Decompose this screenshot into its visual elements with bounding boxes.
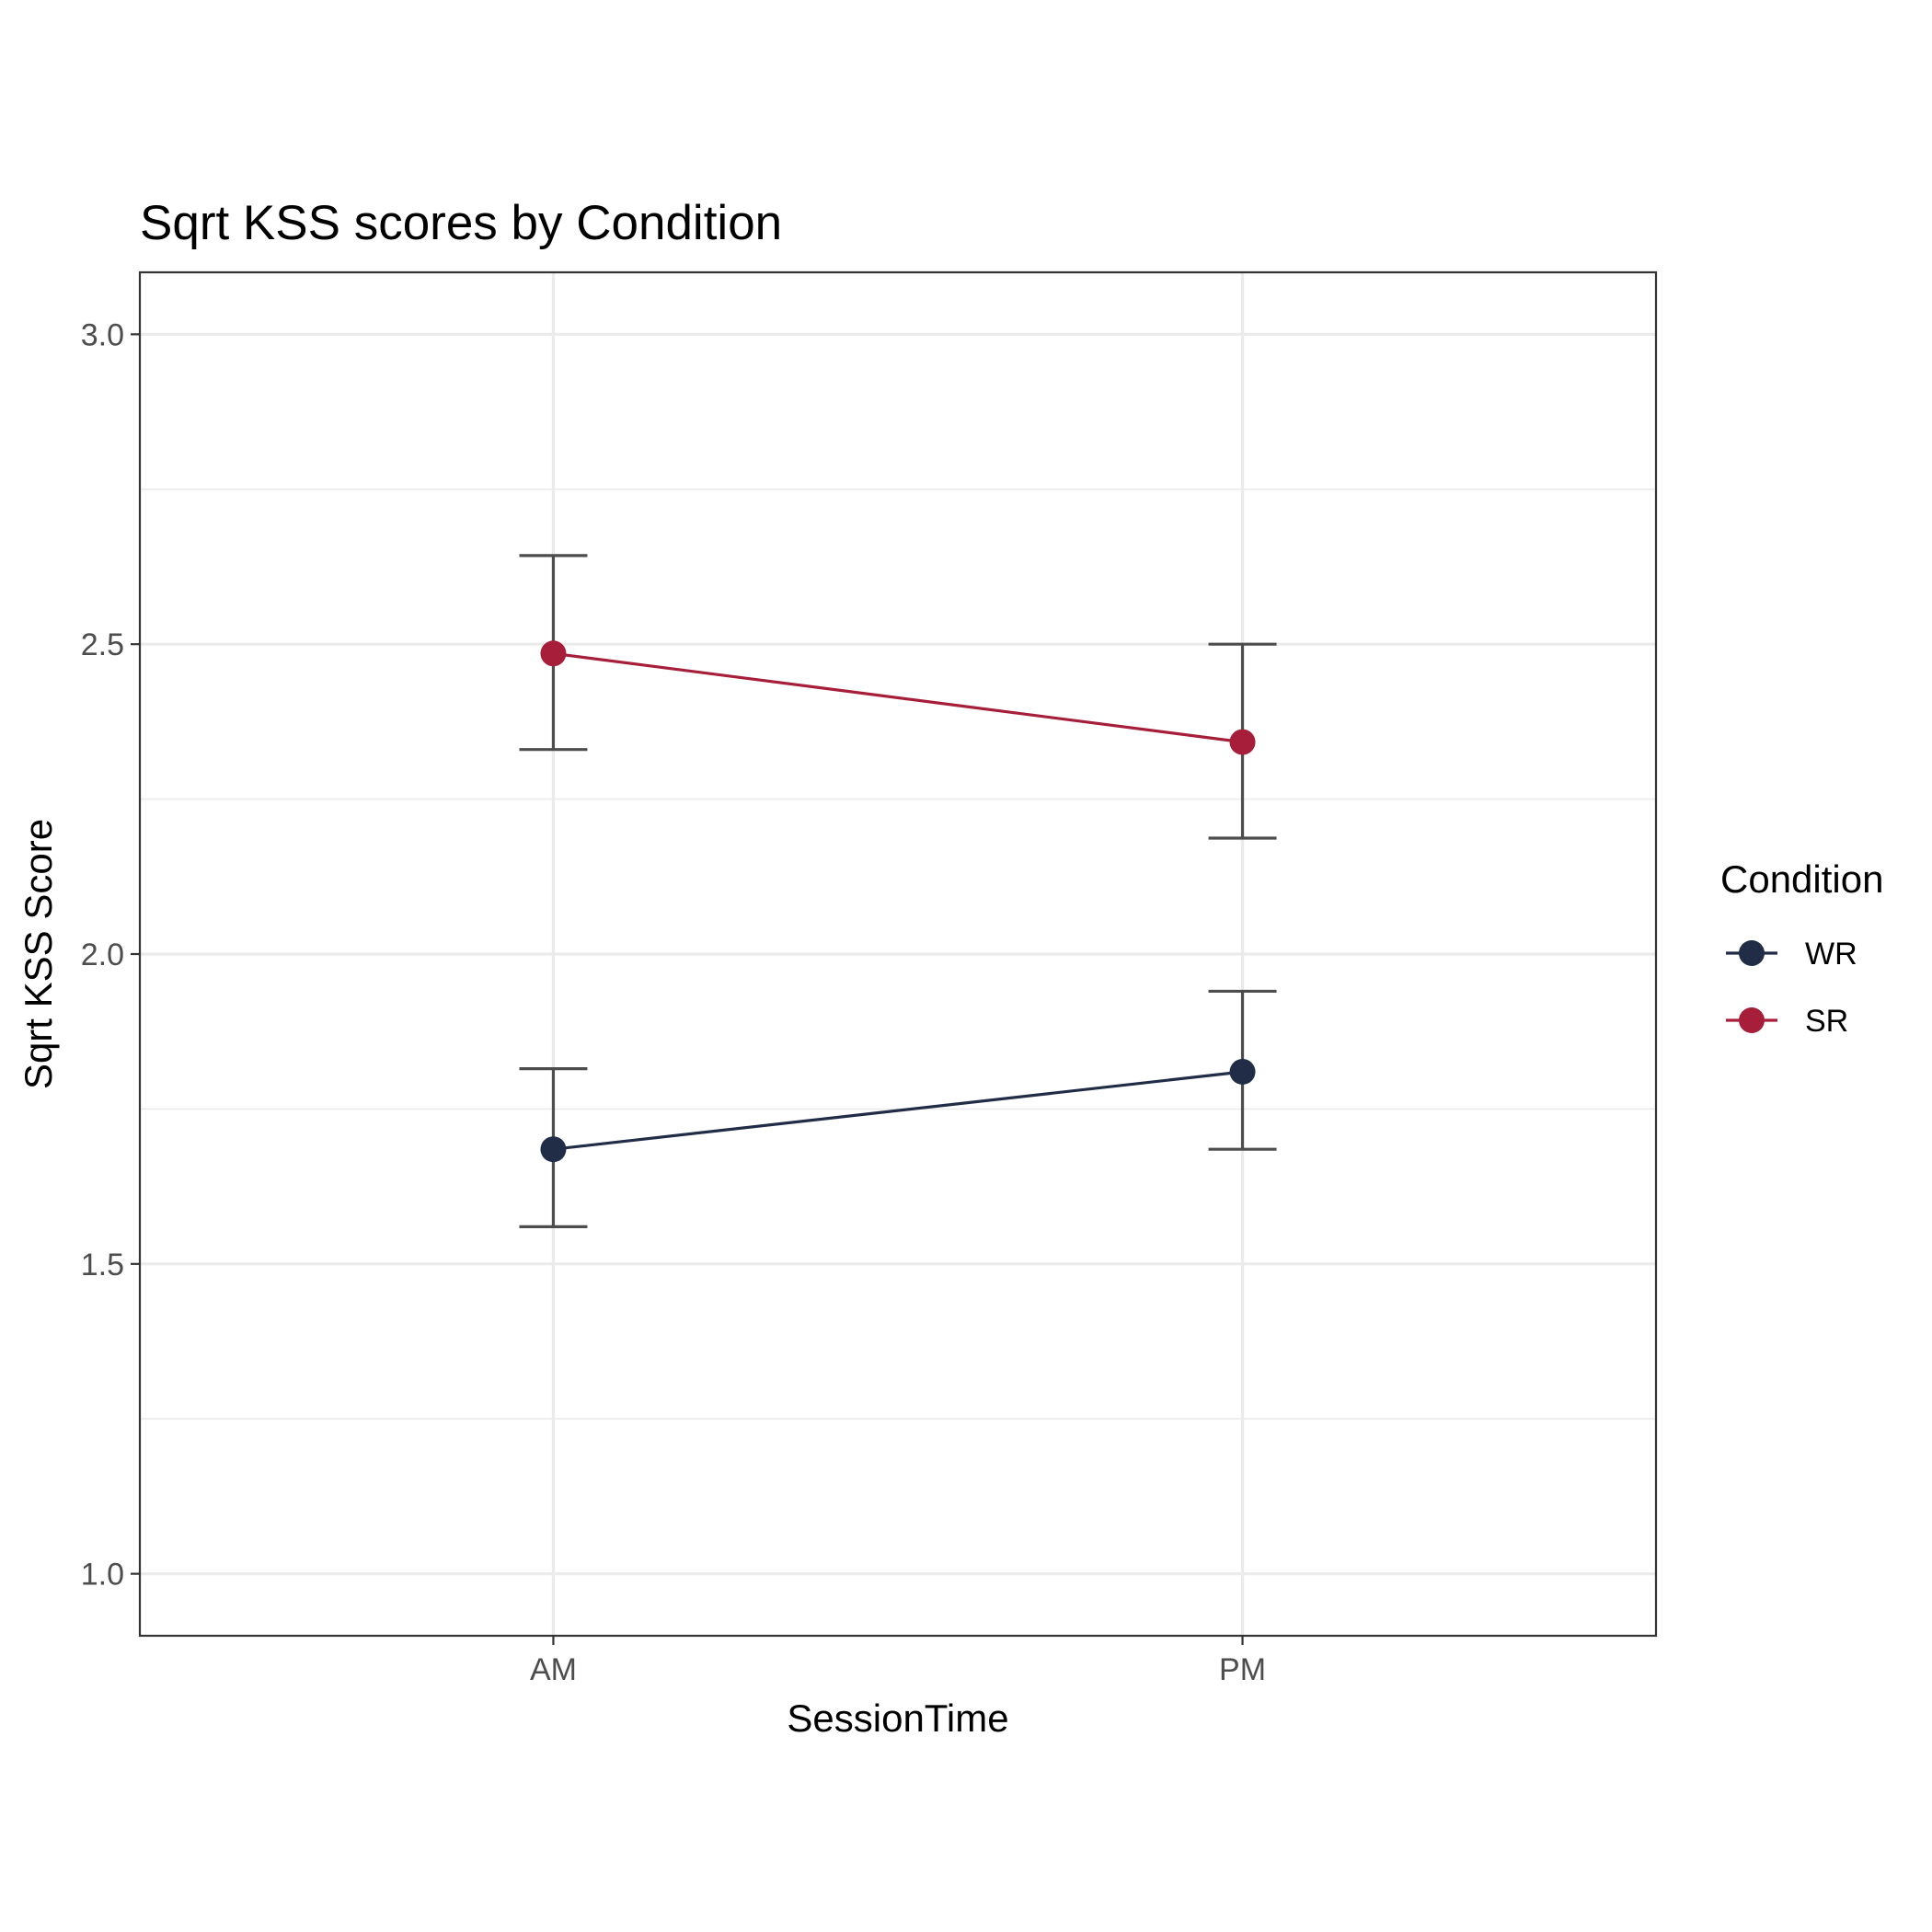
- x-axis: AM PM: [530, 1636, 1266, 1687]
- y-tick-label: 2.0: [81, 937, 124, 972]
- chart-title: Sqrt KSS scores by Condition: [140, 196, 782, 250]
- legend-label: WR: [1805, 937, 1857, 972]
- legend-item-wr: WR: [1726, 937, 1857, 972]
- legend-key-point: [1739, 940, 1765, 966]
- legend-key-point: [1739, 1007, 1765, 1033]
- x-tick-label: AM: [530, 1652, 577, 1687]
- x-tick-label: PM: [1219, 1652, 1266, 1687]
- x-axis-title: SessionTime: [787, 1696, 1008, 1740]
- y-tick-label: 1.0: [81, 1558, 124, 1593]
- y-tick-label: 1.5: [81, 1248, 124, 1282]
- y-axis-title: Sqrt KSS Score: [17, 819, 60, 1089]
- legend-title: Condition: [1720, 857, 1883, 901]
- data-points: [540, 640, 1256, 1163]
- y-tick-label: 3.0: [81, 317, 124, 352]
- minor-gridlines: [140, 488, 1656, 1420]
- data-point-wr: [1229, 1058, 1256, 1085]
- series-line-sr: [553, 651, 1243, 744]
- legend-item-sr: SR: [1726, 1004, 1848, 1039]
- data-point-sr: [540, 640, 567, 667]
- y-axis: 1.0 1.5 2.0 2.5 3.0: [81, 317, 140, 1593]
- data-point-wr: [540, 1136, 567, 1163]
- legend: Condition WR SR: [1720, 857, 1883, 1039]
- series-lines: [553, 651, 1243, 1151]
- major-gridlines: [140, 272, 1656, 1636]
- legend-label: SR: [1805, 1004, 1848, 1039]
- series-line-wr: [553, 1070, 1243, 1151]
- data-point-sr: [1229, 729, 1256, 755]
- y-tick-label: 2.5: [81, 627, 124, 662]
